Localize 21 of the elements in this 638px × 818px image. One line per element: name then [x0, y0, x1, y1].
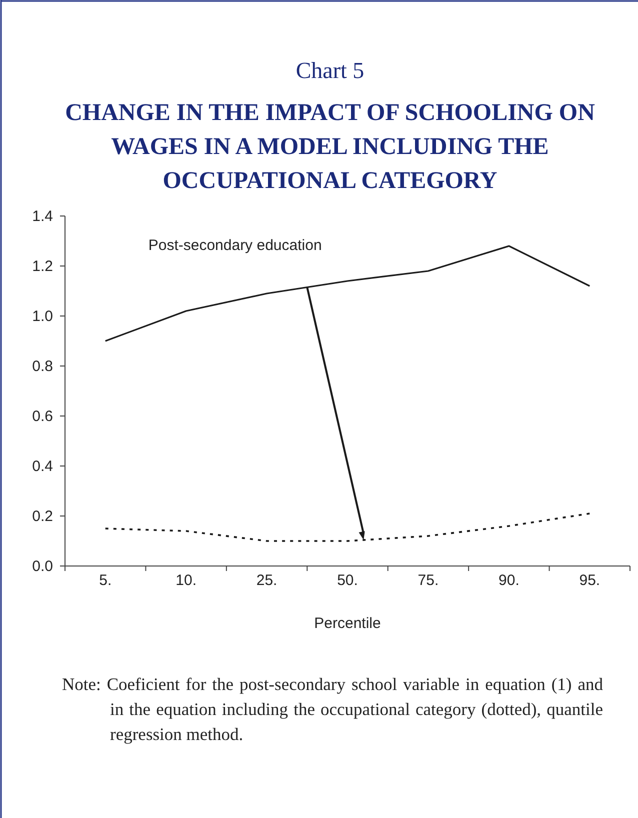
x-tick-label: 75. [418, 572, 439, 589]
x-tick-label: 10. [176, 572, 196, 589]
y-tick-label: 1.2 [32, 258, 53, 275]
x-tick-label: 50. [337, 572, 358, 589]
x-tick-label: 90. [498, 572, 520, 589]
text: Post-secondary education [148, 237, 322, 254]
y-tick-label: 0.6 [32, 408, 53, 425]
y-tick-label: 1.4 [32, 208, 53, 225]
line-series [104, 512, 591, 542]
x-tick-label: 25. [256, 572, 278, 589]
x-axis-title: Percentile [314, 615, 381, 632]
chart-title: Chart 5 [296, 58, 364, 83]
y-tick-label: 0.0 [32, 558, 53, 575]
chart-subtitle: CHANGE IN THE IMPACT OF SCHOOLING ON WAGES IN A MODEL INCLUDING THE OCCUPATIONAL CATEGORY [65, 100, 596, 194]
x-tick-label: 5. [99, 572, 112, 589]
y-tick-label: 0.2 [32, 508, 53, 525]
text: Note: Coeficient for the post-secondary school variable in equation (1) and in the equation including the occupational category (dotted), quantile regression method. [62, 673, 603, 746]
y-tick-label: 0.8 [32, 358, 53, 375]
x-tick-label: 95. [579, 572, 600, 589]
y-tick-label: 0.4 [32, 458, 53, 475]
y-tick-label: 1.0 [32, 308, 53, 325]
